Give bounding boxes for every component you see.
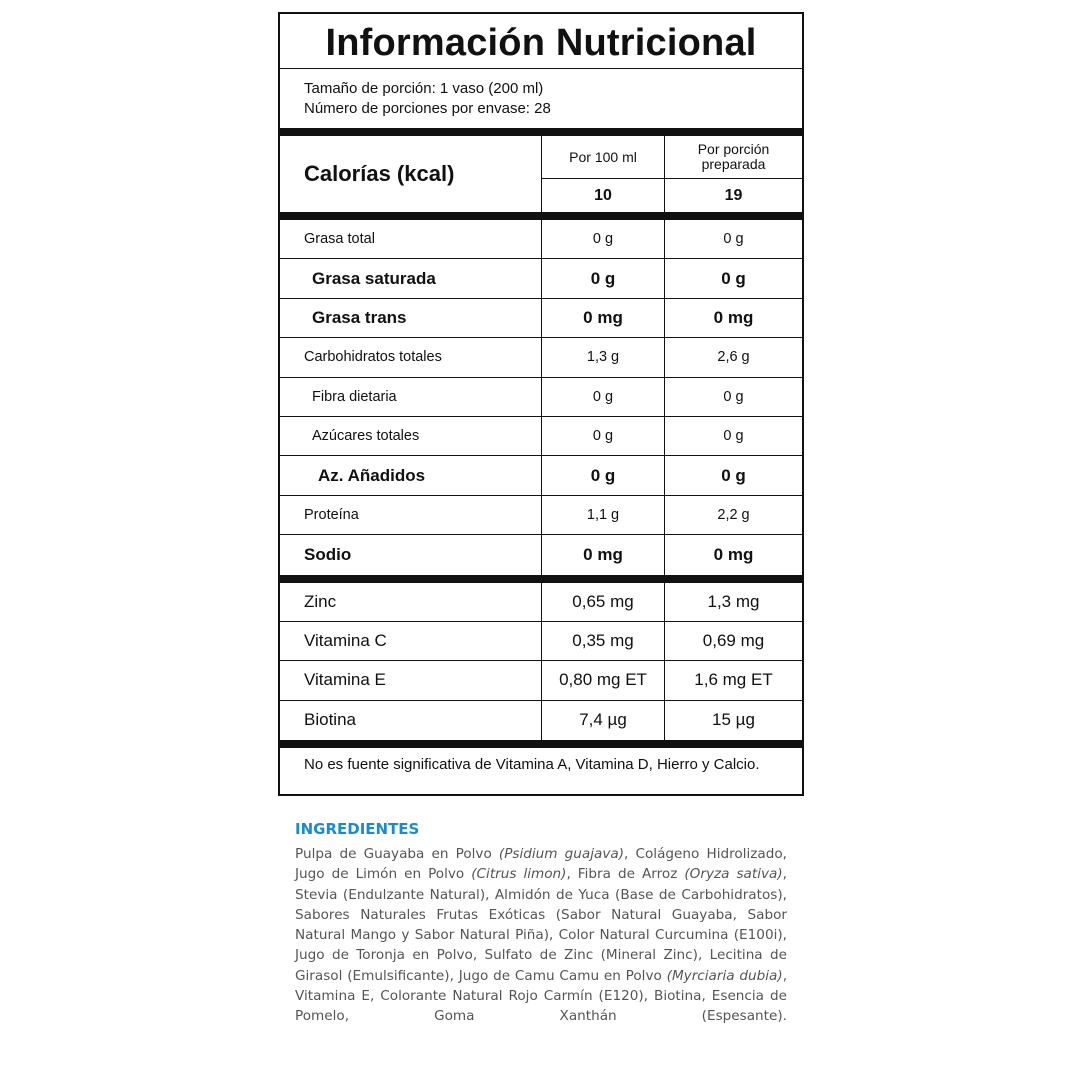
value-per-100: 7,4 µg xyxy=(542,700,665,741)
value-per-serving: 15 µg xyxy=(712,710,755,730)
nutrient-row: Azúcares totales 0 g 0 g xyxy=(280,416,802,457)
value-per-100: 0 g xyxy=(542,377,665,416)
calories-per-serving: 19 xyxy=(724,186,743,204)
footnote: No es fuente significativa de Vitamina A… xyxy=(304,756,760,774)
value-per-serving: 0 g xyxy=(721,465,746,485)
nutrient-row: Fibra dietaria 0 g 0 g xyxy=(280,377,802,417)
value-per-100: 0 mg xyxy=(542,535,665,575)
value-per-100: 0 g xyxy=(542,259,665,298)
nutrient-row: Vitamina E 0,80 mg ET 1,6 mg ET xyxy=(280,661,802,701)
nutrient-row: Grasa trans 0 mg 0 mg xyxy=(280,298,802,339)
nutrient-row: Proteína 1,1 g 2,2 g xyxy=(280,495,802,536)
nutrient-name: Az. Añadidos xyxy=(280,456,542,495)
divider-thick xyxy=(280,212,802,220)
ingredients-heading: INGREDIENTES xyxy=(295,820,420,838)
nutrient-name: Biotina xyxy=(280,700,542,741)
divider-thick xyxy=(280,740,802,749)
ingredients-text: Pulpa de Guayaba en Polvo (Psidium guaja… xyxy=(295,844,787,1027)
value-per-100: 0 g xyxy=(542,456,665,495)
scientific-name: (Citrus limon) xyxy=(471,866,567,883)
value-per-100: 0 mg xyxy=(542,298,665,338)
value-per-serving: 0 mg xyxy=(713,307,754,327)
scientific-name: (Psidium guajava) xyxy=(498,846,625,862)
nutrient-row: Carbohidratos totales 1,3 g 2,6 g xyxy=(280,338,802,378)
value-per-serving: 0 g xyxy=(721,268,746,288)
ingredient-text: , Vitamina E, Colorante Natural Rojo Car… xyxy=(295,967,788,1025)
nutrient-row: Az. Añadidos 0 g 0 g xyxy=(280,456,802,496)
ingredient-text: Pulpa de Guayaba en Polvo xyxy=(295,846,499,862)
scientific-name: (Myrciaria dubia) xyxy=(666,967,783,984)
nutrient-row: Biotina 7,4 µg 15 µg xyxy=(280,700,802,741)
value-per-100: 1,3 g xyxy=(542,338,665,377)
col-per-serving: Por porción preparada 19 xyxy=(665,136,802,212)
col-per-100: Por 100 ml 10 xyxy=(542,136,665,212)
nutrient-name: Grasa trans xyxy=(280,298,542,338)
value-per-100: 0,35 mg xyxy=(542,621,665,661)
value-per-100: 0 g xyxy=(542,416,665,456)
vitamin-rows: Zinc 0,65 mg 1,3 mg Vitamina C 0,35 mg 0,… xyxy=(280,582,802,741)
col1-header: Por 100 ml xyxy=(542,136,664,179)
nutrient-rows: Grasa total 0 g 0 g Grasa saturada 0 g 0 … xyxy=(280,220,802,575)
value-per-serving: 1,6 mg ET xyxy=(694,670,773,690)
ingredient-text: , Stevia (Endulzante Natural), Almidón d… xyxy=(295,866,787,984)
nutrient-name: Grasa total xyxy=(280,220,542,259)
nutrient-row: Grasa total 0 g 0 g xyxy=(280,220,802,260)
value-per-100: 0 g xyxy=(542,220,665,259)
table-title: Información Nutricional xyxy=(280,14,802,69)
scientific-name: (Oryza sativa) xyxy=(684,866,783,883)
nutrient-name: Azúcares totales xyxy=(280,416,542,456)
nutrient-row: Vitamina C 0,35 mg 0,69 mg xyxy=(280,621,802,662)
ingredients-section: INGREDIENTES Pulpa de Guayaba en Polvo (… xyxy=(295,820,787,1027)
value-per-serving: 2,6 g xyxy=(717,349,750,366)
value-per-serving: 2,2 g xyxy=(717,506,750,523)
ingredient-text: , Fibra de Arroz xyxy=(566,866,685,883)
servings-per-container: Número de porciones por envase: 28 xyxy=(304,100,551,117)
nutrient-name: Grasa saturada xyxy=(280,259,542,298)
nutrient-name: Vitamina E xyxy=(280,661,542,700)
nutrient-name: Sodio xyxy=(280,535,542,575)
serving-size: Tamaño de porción: 1 vaso (200 ml) xyxy=(304,80,544,97)
value-per-serving: 1,3 mg xyxy=(707,591,760,611)
nutrient-name: Carbohidratos totales xyxy=(280,338,542,377)
nutrition-facts-table: Información Nutricional Tamaño de porció… xyxy=(278,12,804,796)
nutrient-name: Zinc xyxy=(280,582,542,621)
value-per-serving: 0 g xyxy=(723,428,744,445)
value-per-serving: 0,69 mg xyxy=(702,631,765,651)
calories-label: Calorías (kcal) xyxy=(280,136,542,212)
divider-thick xyxy=(280,128,802,136)
value-per-100: 0,65 mg xyxy=(542,582,665,621)
ingredient-text: , Colágeno Hidrolizado, Jugo de Limón en… xyxy=(295,846,787,883)
nutrient-name: Proteína xyxy=(280,495,542,535)
nutrient-row: Zinc 0,65 mg 1,3 mg xyxy=(280,582,802,622)
nutrient-name: Fibra dietaria xyxy=(280,377,542,416)
col2-header-text: Por porción preparada xyxy=(697,141,770,172)
divider-thick xyxy=(280,574,802,583)
value-per-serving: 0 g xyxy=(723,231,744,248)
nutrient-row: Grasa saturada 0 g 0 g xyxy=(280,259,802,299)
value-per-100: 0,80 mg ET xyxy=(542,661,665,700)
calories-per-100: 10 xyxy=(594,186,612,204)
nutrient-row: Sodio 0 mg 0 mg xyxy=(280,535,802,575)
nutrient-name: Vitamina C xyxy=(280,621,542,661)
value-per-serving: 0 mg xyxy=(713,544,754,564)
value-per-serving: 0 g xyxy=(723,388,744,405)
serving-info: Tamaño de porción: 1 vaso (200 ml) Númer… xyxy=(280,69,802,128)
calories-row: Calorías (kcal) Por 100 ml 10 Por porció… xyxy=(280,136,802,212)
col2-header: Por porción preparada xyxy=(665,136,802,179)
value-per-100: 1,1 g xyxy=(542,495,665,535)
